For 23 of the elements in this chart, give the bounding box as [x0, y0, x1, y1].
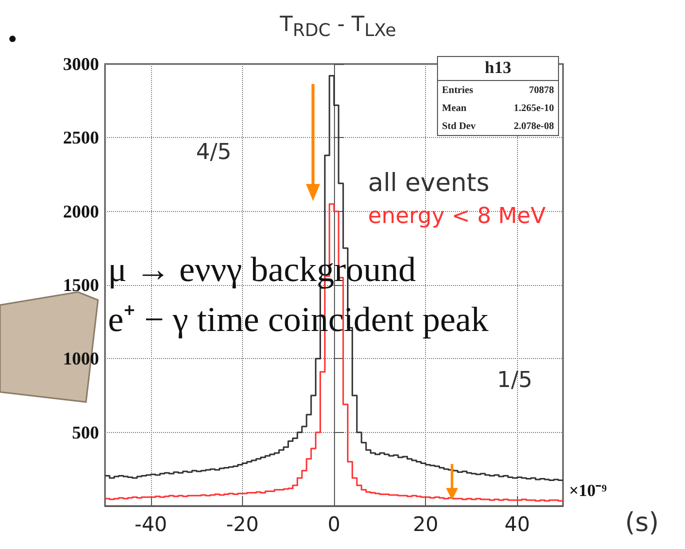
- series-label: all events: [368, 168, 490, 197]
- y-tick-label: 1500: [63, 275, 99, 295]
- text: ×10⁻⁹: [569, 481, 607, 500]
- y-tick-label: 3000: [63, 54, 99, 74]
- x-axis-title: (s): [625, 508, 659, 538]
- annotation: 4/5: [196, 140, 232, 165]
- y-tick-label: 1000: [63, 348, 99, 369]
- y-tick-label: 500: [72, 422, 99, 442]
- x-tick-label: 40: [504, 512, 530, 536]
- y-tick-label: 2500: [63, 128, 99, 148]
- text: Mean 1.265e-10: [442, 103, 554, 114]
- text: Std Dev 2.078e-08: [442, 121, 554, 132]
- x-tick-label: 20: [412, 512, 438, 536]
- chart-title: T$_{RDC}$ - T$_{LXe}$: [280, 12, 396, 42]
- x-tick-label: 0: [328, 512, 340, 536]
- annotation: h13: [438, 57, 558, 81]
- annotation: 1/5: [497, 368, 532, 393]
- x-tick-label: -40: [134, 512, 168, 536]
- series-label: energy < 8 MeV: [368, 204, 546, 229]
- text: •: [6, 28, 19, 53]
- y-tick-label: 2000: [63, 201, 99, 222]
- text: Entries 70878: [442, 85, 554, 96]
- x-tick-label: -20: [226, 512, 259, 536]
